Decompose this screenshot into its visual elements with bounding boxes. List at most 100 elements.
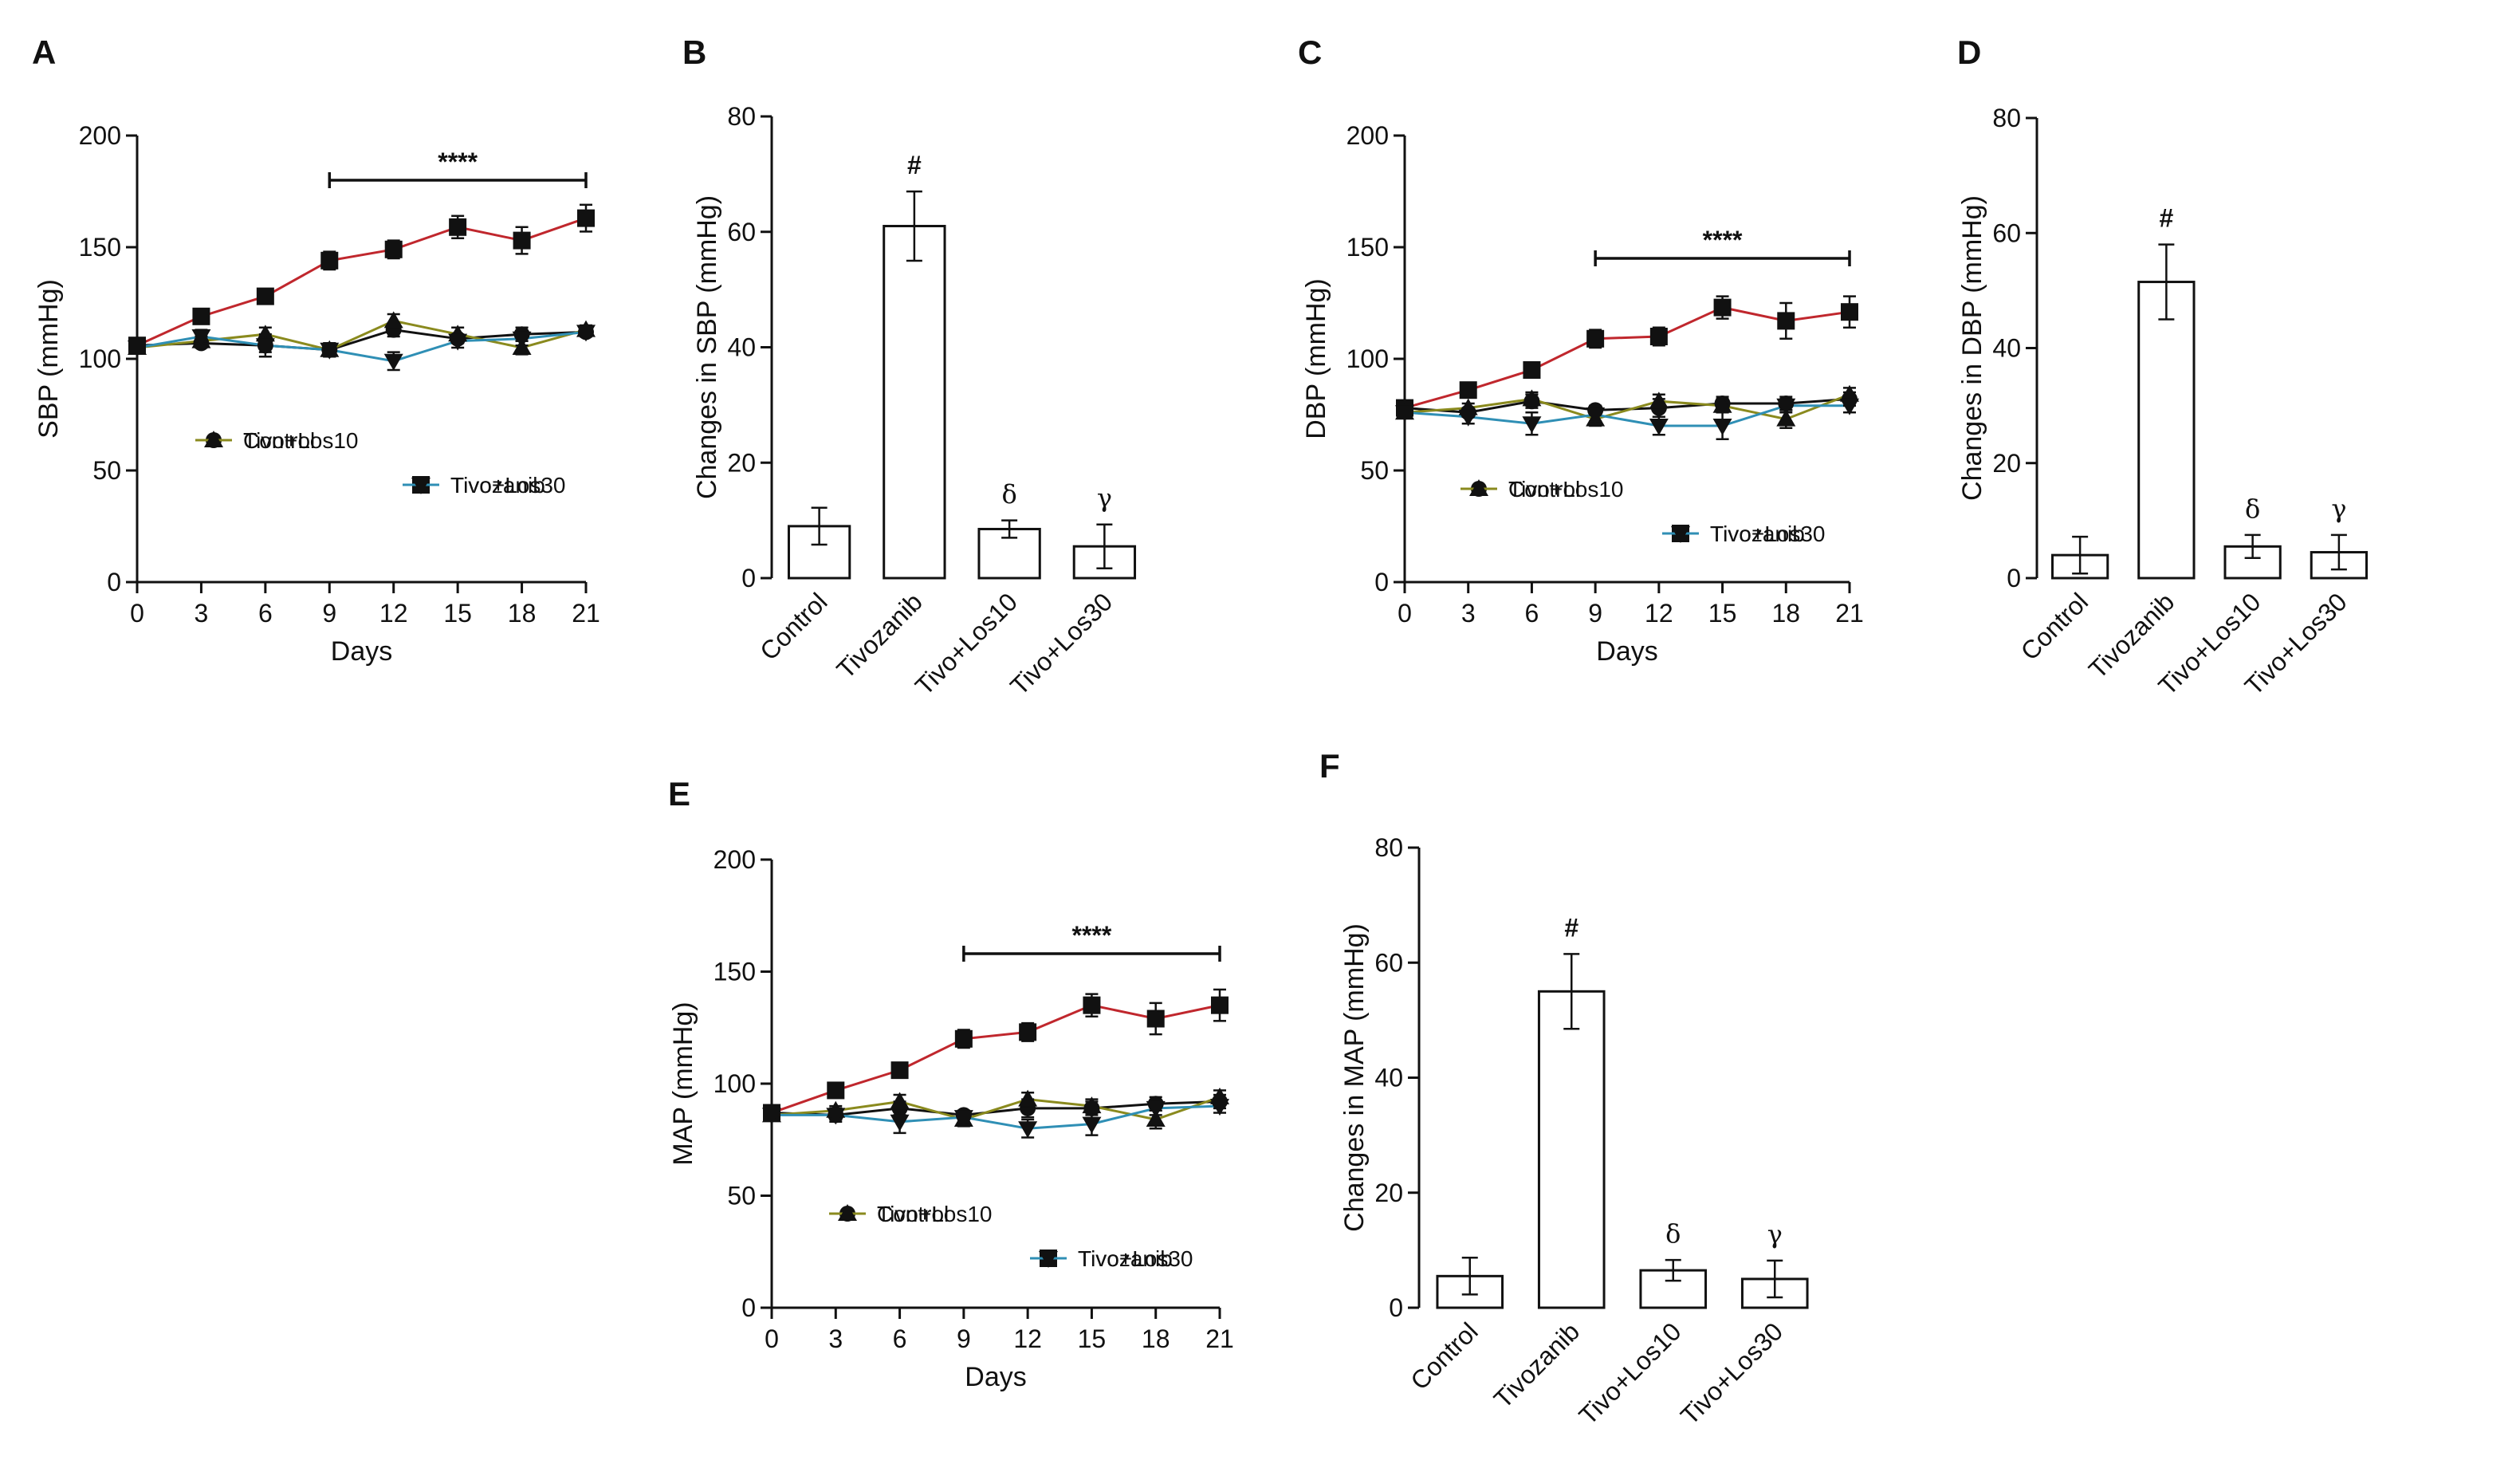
y-tick-label: 200: [714, 845, 756, 874]
data-point: [1146, 1109, 1166, 1127]
data-point: [1649, 392, 1669, 409]
y-tick-label: 80: [1992, 104, 2021, 132]
legend-label: Tivo+Los30: [1078, 1246, 1193, 1271]
x-tick-label: 6: [258, 599, 273, 628]
x-axis-title: Days: [1596, 636, 1657, 667]
data-point: [1082, 1096, 1102, 1114]
data-point: [1211, 996, 1229, 1014]
bar-group: Control: [754, 506, 851, 666]
data-point: [826, 1108, 846, 1125]
x-tick-label: 9: [322, 599, 336, 628]
panel-letter: A: [32, 33, 56, 71]
data-point: [1841, 303, 1858, 321]
x-tick-label: 18: [1142, 1324, 1170, 1353]
legend-label: Tivo+Los10: [877, 1202, 993, 1226]
legend-label: Control: [243, 428, 315, 453]
x-tick-label: 3: [1461, 599, 1476, 628]
legend-label: Control: [1508, 477, 1580, 502]
series-line-tivo-los10: [136, 319, 587, 352]
significance-marker: δ: [1001, 479, 1016, 510]
data-point: [890, 1061, 909, 1080]
significance-marker: #: [907, 151, 922, 179]
data-point: [890, 1092, 910, 1109]
legend-marker: [411, 478, 430, 494]
data-point: [890, 1114, 910, 1132]
data-point: [448, 333, 468, 351]
legend-marker: [1671, 526, 1690, 543]
significance-marker: γ: [1767, 1219, 1783, 1250]
bar-group: #Tivozanib: [2083, 204, 2196, 684]
y-tick-label: 0: [107, 568, 121, 596]
significance-marker: γ: [2331, 494, 2346, 524]
y-tick-label: 150: [714, 958, 756, 986]
x-tick-label: 15: [1078, 1324, 1107, 1353]
series-line-control: [771, 1100, 1221, 1116]
data-point: [576, 325, 596, 342]
legend-label: Control: [877, 1202, 949, 1226]
panel-a: A 0 50 100 150 200 SBP (mmHg) 0 3 6 9 12 15 18 21 Days *…: [32, 33, 600, 667]
data-point: [1018, 1121, 1038, 1139]
panel-f: F 0 20 40 60 80 Changes in MAP (mmHg) Control # T…: [1319, 747, 1809, 1431]
legend-label: Tivozanib: [450, 473, 545, 498]
x-tick-label: 21: [1835, 599, 1864, 628]
y-tick-label: 40: [1374, 1064, 1403, 1092]
data-point: [383, 353, 403, 371]
data-point: [827, 1081, 845, 1100]
data-point: [1458, 409, 1478, 427]
x-tick-label: 12: [1645, 599, 1673, 628]
panel-letter: E: [668, 775, 690, 813]
significance-marker: #: [1564, 913, 1578, 942]
x-tick-label: 21: [572, 599, 600, 628]
bar-group: #Tivozanib: [1488, 913, 1606, 1414]
data-point: [1712, 419, 1732, 435]
x-tick-label: 18: [1771, 599, 1800, 628]
panel-letter: B: [682, 33, 706, 71]
data-point: [1146, 1100, 1166, 1118]
y-tick-label: 20: [1374, 1179, 1403, 1207]
x-tick-label: Control: [754, 587, 832, 665]
x-tick-label: 9: [957, 1324, 971, 1353]
series-line-tivozanib: [771, 1004, 1221, 1114]
data-point: [762, 1108, 781, 1125]
data-point: [1522, 389, 1542, 407]
panel-c: C 0 50 100 150 200 DBP (mmHg) 0 3 6 9 12 15 18 21 Days *…: [1298, 33, 1864, 667]
x-tick-label: Tivo+Los10: [1573, 1316, 1686, 1430]
y-tick-label: 100: [79, 344, 121, 373]
x-tick-label: 6: [893, 1324, 907, 1353]
data-point: [1712, 396, 1732, 413]
x-tick-label: 0: [130, 599, 144, 628]
legend-label: Tivozanib: [1710, 521, 1805, 546]
y-tick-label: 100: [714, 1069, 756, 1098]
data-point: [255, 338, 275, 356]
data-point: [954, 1029, 973, 1048]
data-point: [1713, 298, 1732, 317]
series-tivo-los30: [128, 325, 596, 372]
y-tick-label: 50: [727, 1182, 756, 1210]
x-tick-label: 9: [1588, 599, 1602, 628]
y-tick-label: 20: [1992, 449, 2021, 478]
bar-group: γ Tivo+Los30: [1675, 1219, 1809, 1431]
series-line-tivo-los30: [772, 1104, 1221, 1130]
y-tick-label: 60: [1374, 948, 1403, 977]
x-tick-label: Tivo+Los30: [1004, 587, 1118, 700]
y-tick-label: 150: [1346, 233, 1389, 262]
data-point: [383, 311, 403, 329]
y-tick-label: 200: [1346, 121, 1389, 150]
y-tick-label: 50: [1360, 456, 1389, 485]
y-tick-label: 0: [741, 1293, 756, 1322]
legend: Control Tivozanib Tivo+Los10 Tivo+Los30: [195, 428, 566, 498]
data-point: [1082, 1116, 1102, 1134]
x-tick-label: 12: [1013, 1324, 1042, 1353]
bar-group: #Tivozanib: [831, 151, 946, 684]
x-axis-title: Days: [965, 1362, 1026, 1392]
data-point: [1777, 312, 1795, 330]
x-axis-title: Days: [331, 636, 392, 667]
data-point: [256, 287, 274, 305]
series-line-tivozanib: [1404, 306, 1850, 410]
x-tick-label: 15: [1708, 599, 1737, 628]
x-tick-label: 15: [443, 599, 472, 628]
y-tick-label: 100: [1346, 344, 1389, 373]
data-point: [1210, 1099, 1229, 1116]
legend-label: Tivo+Los10: [1508, 477, 1624, 502]
x-tick-label: Tivo+Los10: [910, 587, 1023, 700]
